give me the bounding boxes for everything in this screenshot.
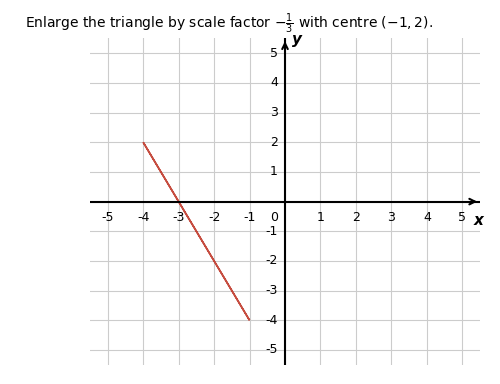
Polygon shape [143,142,250,320]
Text: 3: 3 [388,210,396,223]
Text: 2: 2 [352,210,360,223]
Text: 1: 1 [270,166,278,179]
Text: 3: 3 [270,106,278,119]
Text: 4: 4 [270,76,278,89]
Text: -4: -4 [137,210,149,223]
Text: 5: 5 [458,210,466,223]
Text: 0: 0 [270,210,278,223]
Text: 4: 4 [423,210,431,223]
Text: y: y [292,32,302,47]
Text: -3: -3 [172,210,185,223]
Text: -1: -1 [244,210,256,223]
Text: Enlarge the triangle by scale factor $-\frac{1}{3}$ with centre $(-1, 2)$.: Enlarge the triangle by scale factor $-\… [25,12,433,36]
Text: -1: -1 [266,225,278,238]
Text: 2: 2 [270,136,278,149]
Text: -5: -5 [266,343,278,356]
Text: x: x [474,214,483,228]
Text: -2: -2 [266,255,278,267]
Text: 5: 5 [270,47,278,60]
Text: 1: 1 [316,210,324,223]
Text: -4: -4 [266,314,278,327]
Text: -2: -2 [208,210,220,223]
Text: -5: -5 [102,210,114,223]
Text: -3: -3 [266,284,278,297]
